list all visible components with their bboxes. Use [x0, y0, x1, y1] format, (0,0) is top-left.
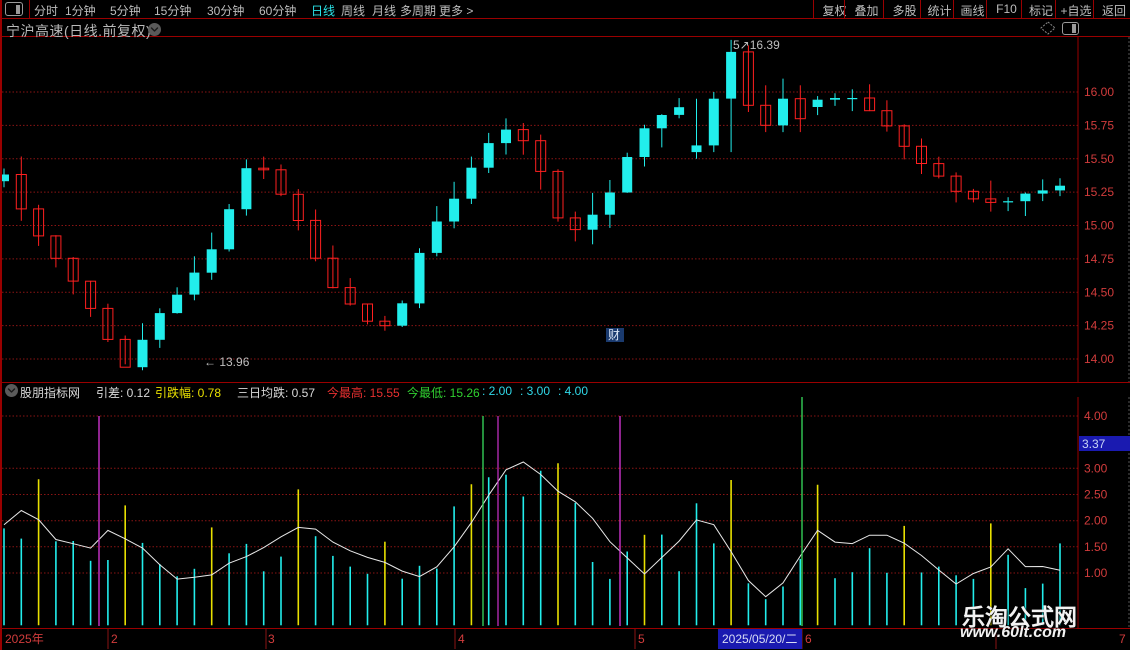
svg-text:14.00: 14.00: [1084, 352, 1114, 366]
svg-text:3: 3: [268, 632, 275, 646]
svg-text:← 13.96: ← 13.96: [204, 355, 250, 369]
svg-text:1.00: 1.00: [1084, 566, 1108, 580]
svg-text:14.25: 14.25: [1084, 319, 1114, 333]
svg-text:5: 5: [638, 632, 645, 646]
svg-text:财: 财: [608, 328, 620, 342]
svg-text:15.50: 15.50: [1084, 152, 1114, 166]
svg-text:3.37: 3.37: [1082, 437, 1106, 451]
svg-text:15.00: 15.00: [1084, 219, 1114, 233]
svg-text:3.00: 3.00: [1084, 461, 1108, 475]
svg-text:14.75: 14.75: [1084, 252, 1114, 266]
svg-text:16.00: 16.00: [1084, 85, 1114, 99]
svg-text:4.00: 4.00: [1084, 409, 1108, 423]
svg-text:6: 6: [805, 632, 812, 646]
svg-text:2025/05/20/二: 2025/05/20/二: [722, 632, 797, 646]
svg-text:4: 4: [458, 632, 465, 646]
svg-text:14.50: 14.50: [1084, 285, 1114, 299]
svg-text:2.50: 2.50: [1084, 488, 1108, 502]
svg-text:15.75: 15.75: [1084, 118, 1114, 132]
svg-text:1.50: 1.50: [1084, 540, 1108, 554]
svg-text:2025年: 2025年: [5, 632, 44, 646]
svg-text:15.25: 15.25: [1084, 185, 1114, 199]
svg-text:5↗16.39: 5↗16.39: [733, 38, 780, 52]
svg-text:2: 2: [111, 632, 118, 646]
svg-text:2.00: 2.00: [1084, 514, 1108, 528]
